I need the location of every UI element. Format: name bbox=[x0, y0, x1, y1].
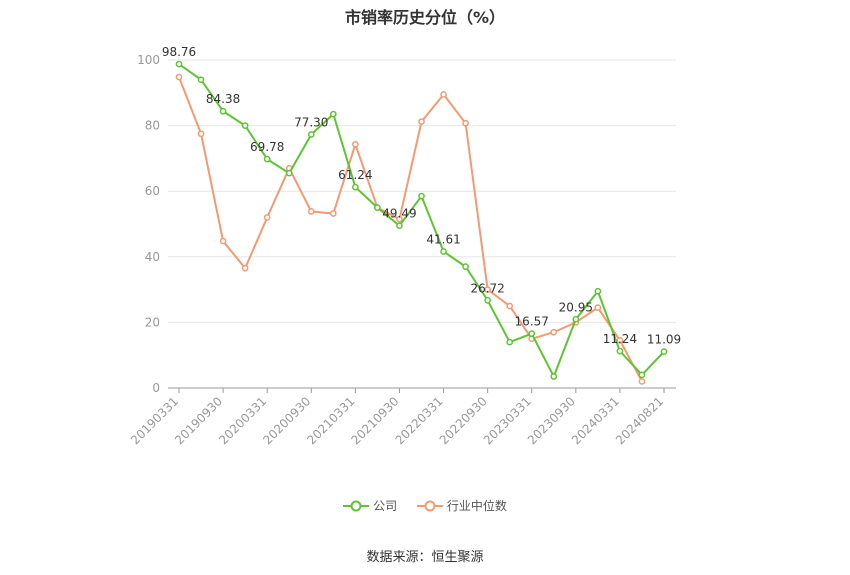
point-company[interactable] bbox=[616, 347, 624, 355]
point-company[interactable] bbox=[263, 155, 271, 163]
series-lines bbox=[175, 60, 668, 385]
series-line-industry bbox=[178, 76, 643, 382]
point-industry[interactable] bbox=[396, 215, 403, 223]
legend-label-company: 公司 bbox=[373, 499, 398, 513]
point-company[interactable] bbox=[374, 204, 381, 211]
point-industry[interactable] bbox=[352, 140, 359, 148]
data-label: 20.95 bbox=[559, 300, 593, 314]
point-industry[interactable] bbox=[550, 328, 558, 336]
point-company[interactable] bbox=[396, 222, 403, 230]
data-label: 98.76 bbox=[162, 45, 196, 59]
legend-label-industry: 行业中位数 bbox=[446, 499, 507, 513]
data-label: 84.38 bbox=[206, 92, 240, 106]
point-industry[interactable] bbox=[241, 264, 249, 272]
data-label: 11.24 bbox=[603, 332, 637, 346]
legend-item-industry[interactable]: 行业中位数 bbox=[416, 497, 507, 514]
point-industry[interactable] bbox=[440, 91, 447, 98]
point-industry[interactable] bbox=[418, 118, 425, 126]
data-label: 41.61 bbox=[426, 233, 460, 247]
grid-lines bbox=[168, 59, 676, 323]
point-company[interactable] bbox=[550, 373, 558, 380]
y-tick-label: 80 bbox=[145, 119, 160, 133]
legend-marker-industry bbox=[416, 500, 443, 511]
point-company[interactable] bbox=[175, 60, 183, 68]
point-industry[interactable] bbox=[462, 119, 469, 127]
series-line-company bbox=[178, 63, 665, 379]
point-industry[interactable] bbox=[329, 210, 337, 217]
y-tick-label: 20 bbox=[145, 315, 160, 329]
data-label: 11.09 bbox=[647, 333, 681, 347]
point-company[interactable] bbox=[440, 248, 447, 255]
point-industry[interactable] bbox=[263, 214, 271, 221]
point-industry[interactable] bbox=[175, 73, 183, 81]
y-tick-label: 100 bbox=[137, 53, 160, 67]
legend-marker-company bbox=[343, 500, 370, 511]
point-industry[interactable] bbox=[638, 378, 646, 385]
data-label: 16.57 bbox=[515, 315, 549, 329]
data-label: 26.72 bbox=[470, 281, 504, 295]
y-axis-ticks: 0 20 40 60 80 100 bbox=[137, 53, 160, 395]
legend: 公司 行业中位数 bbox=[0, 497, 850, 515]
point-industry[interactable] bbox=[594, 304, 602, 311]
point-industry[interactable] bbox=[616, 337, 624, 344]
point-company[interactable] bbox=[506, 338, 514, 346]
point-industry[interactable] bbox=[307, 208, 315, 215]
chart-title: 市销率历史分位（%） bbox=[344, 8, 506, 27]
point-company[interactable] bbox=[197, 76, 205, 84]
point-company[interactable] bbox=[528, 330, 536, 338]
data-label: 61.24 bbox=[338, 168, 372, 182]
point-company[interactable] bbox=[285, 169, 293, 177]
point-company[interactable] bbox=[241, 122, 249, 129]
point-company[interactable] bbox=[219, 107, 227, 115]
y-tick-label: 0 bbox=[152, 381, 160, 395]
legend-item-company[interactable]: 公司 bbox=[343, 497, 397, 514]
point-industry[interactable] bbox=[506, 302, 514, 310]
point-industry[interactable] bbox=[484, 286, 491, 293]
point-company[interactable] bbox=[462, 263, 469, 270]
x-tick-label: 20240821 bbox=[613, 394, 666, 447]
point-company[interactable] bbox=[594, 287, 602, 295]
point-company[interactable] bbox=[352, 183, 359, 191]
point-industry[interactable] bbox=[197, 130, 205, 138]
x-axis: 2019033120190930202003312020093020210331… bbox=[128, 387, 676, 447]
point-company[interactable] bbox=[638, 371, 646, 379]
y-tick-label: 40 bbox=[145, 250, 160, 264]
data-label: 77.30 bbox=[294, 115, 328, 129]
point-company[interactable] bbox=[307, 131, 315, 138]
point-company[interactable] bbox=[572, 315, 580, 323]
point-company[interactable] bbox=[418, 192, 425, 200]
point-company[interactable] bbox=[484, 297, 491, 304]
y-tick-label: 60 bbox=[145, 184, 160, 198]
point-industry[interactable] bbox=[219, 237, 227, 245]
data-source: 数据来源：恒生聚源 bbox=[366, 550, 484, 565]
data-labels: 98.76 84.38 69.78 77.30 61.24 49.49 41.61 26.72… bbox=[162, 45, 681, 347]
data-label: 69.78 bbox=[250, 140, 284, 154]
data-label: 49.49 bbox=[382, 207, 416, 221]
point-company[interactable] bbox=[660, 348, 668, 355]
point-company[interactable] bbox=[329, 110, 337, 118]
